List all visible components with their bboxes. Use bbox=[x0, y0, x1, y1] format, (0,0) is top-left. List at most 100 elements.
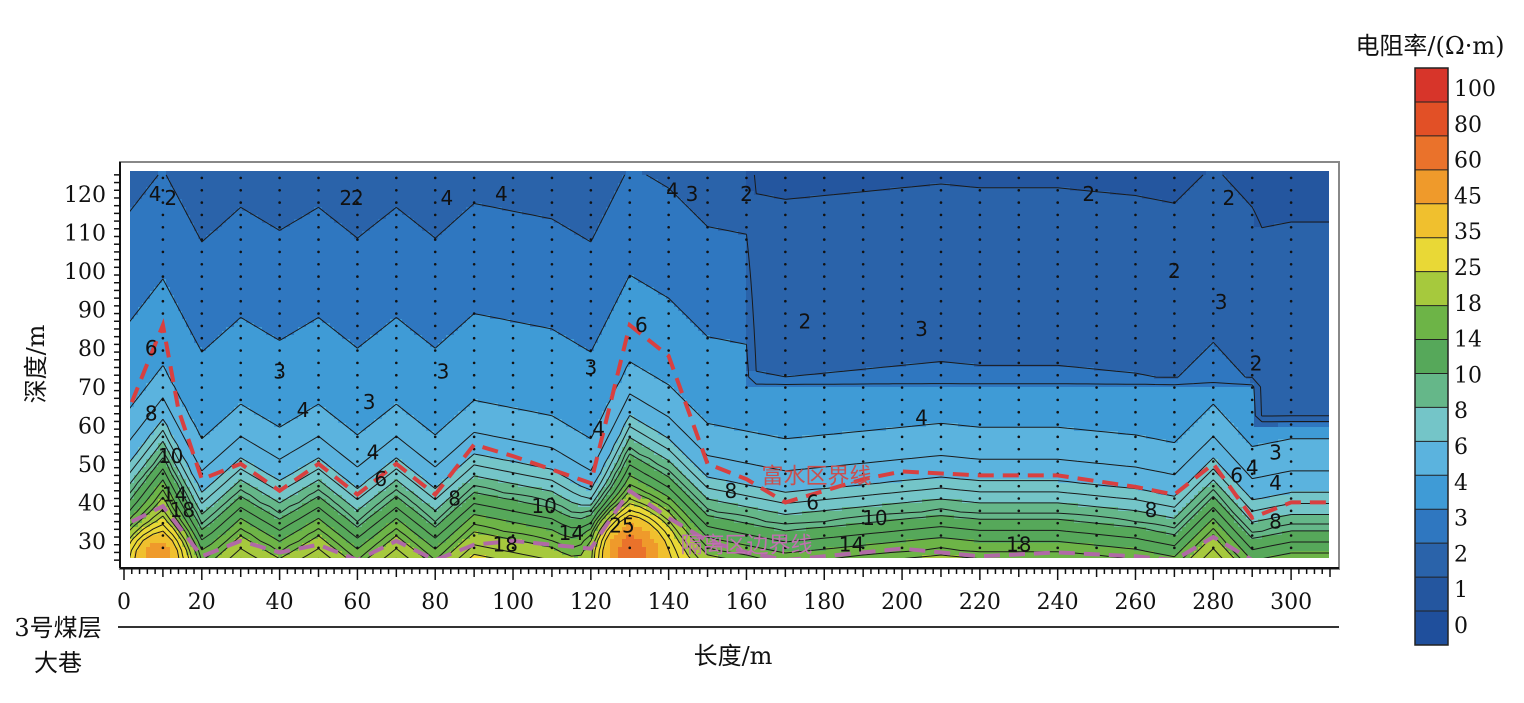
heat-cell bbox=[270, 487, 275, 492]
heat-cell bbox=[166, 331, 171, 336]
heat-cell bbox=[182, 379, 187, 384]
heat-cell bbox=[158, 475, 163, 480]
heat-cell bbox=[142, 543, 147, 548]
heat-cell bbox=[294, 287, 299, 292]
heat-cell bbox=[202, 511, 207, 516]
heat-cell bbox=[286, 203, 291, 208]
heat-cell bbox=[298, 355, 303, 360]
heat-cell bbox=[270, 415, 275, 420]
heat-cell bbox=[218, 211, 223, 216]
heat-cell bbox=[246, 451, 251, 456]
heat-cell bbox=[226, 311, 231, 316]
heat-cell bbox=[142, 359, 147, 364]
heat-cell bbox=[282, 183, 287, 188]
heat-cell bbox=[298, 311, 303, 316]
heat-cell bbox=[282, 459, 287, 464]
heat-cell bbox=[206, 279, 211, 284]
heat-cell bbox=[294, 307, 299, 312]
heat-cell bbox=[150, 331, 155, 336]
heat-cell bbox=[302, 459, 307, 464]
heat-cell bbox=[274, 407, 279, 412]
heat-cell bbox=[334, 323, 339, 328]
heat-cell bbox=[310, 343, 315, 348]
heat-cell bbox=[234, 243, 239, 248]
heat-cell bbox=[242, 351, 247, 356]
heat-cell bbox=[166, 491, 171, 496]
heat-cell bbox=[186, 267, 191, 272]
heat-cell bbox=[138, 299, 143, 304]
heat-cell bbox=[254, 515, 259, 520]
heat-cell bbox=[270, 263, 275, 268]
heat-cell bbox=[314, 443, 319, 448]
heat-cell bbox=[230, 295, 235, 300]
heat-cell bbox=[266, 203, 271, 208]
heat-cell bbox=[250, 307, 255, 312]
heat-cell bbox=[286, 311, 291, 316]
heat-cell bbox=[210, 479, 215, 484]
heat-cell bbox=[310, 275, 315, 280]
heat-cell bbox=[250, 291, 255, 296]
heat-cell bbox=[214, 323, 219, 328]
heat-cell bbox=[162, 339, 167, 344]
heat-cell bbox=[210, 223, 215, 228]
heat-cell bbox=[174, 183, 179, 188]
heat-cell bbox=[322, 347, 327, 352]
heat-cell bbox=[298, 287, 303, 292]
heat-cell bbox=[174, 359, 179, 364]
heat-cell bbox=[194, 327, 199, 332]
heat-cell bbox=[206, 227, 211, 232]
heat-cell bbox=[222, 243, 227, 248]
heat-cell bbox=[318, 387, 323, 392]
heat-cell bbox=[218, 247, 223, 252]
heat-cell bbox=[334, 239, 339, 244]
heat-cell bbox=[294, 195, 299, 200]
heat-cell bbox=[198, 291, 203, 296]
heat-cell bbox=[326, 407, 331, 412]
heat-cell bbox=[226, 415, 231, 420]
heat-cell bbox=[254, 187, 259, 192]
heat-cell bbox=[250, 231, 255, 236]
heat-cell bbox=[302, 387, 307, 392]
heat-cell bbox=[262, 275, 267, 280]
heat-cell bbox=[178, 247, 183, 252]
heat-cell bbox=[198, 195, 203, 200]
heat-cell bbox=[330, 363, 335, 368]
heat-cell bbox=[310, 283, 315, 288]
heat-cell bbox=[306, 239, 311, 244]
heat-cell bbox=[178, 251, 183, 256]
heat-cell bbox=[286, 427, 291, 432]
heat-cell bbox=[314, 371, 319, 376]
heat-cell bbox=[150, 379, 155, 384]
heat-cell bbox=[262, 551, 267, 556]
heat-cell bbox=[258, 355, 263, 360]
heat-cell bbox=[150, 251, 155, 256]
heat-cell bbox=[238, 171, 243, 176]
heat-cell bbox=[210, 451, 215, 456]
heat-cell bbox=[286, 455, 291, 460]
heat-cell bbox=[182, 387, 187, 392]
heat-cell bbox=[226, 499, 231, 504]
heat-cell bbox=[170, 455, 175, 460]
heat-cell bbox=[278, 395, 283, 400]
heat-cell bbox=[238, 499, 243, 504]
heat-cell bbox=[174, 319, 179, 324]
heat-cell bbox=[226, 243, 231, 248]
heat-cell bbox=[254, 439, 259, 444]
heat-cell bbox=[198, 491, 203, 496]
heat-cell bbox=[198, 431, 203, 436]
heat-cell bbox=[166, 263, 171, 268]
heat-cell bbox=[210, 367, 215, 372]
heat-cell bbox=[286, 499, 291, 504]
heat-cell bbox=[238, 195, 243, 200]
heat-cell bbox=[194, 515, 199, 520]
heat-cell bbox=[170, 443, 175, 448]
heat-cell bbox=[250, 451, 255, 456]
heat-cell bbox=[250, 203, 255, 208]
heat-cell bbox=[286, 439, 291, 444]
heat-cell bbox=[218, 299, 223, 304]
heat-cell bbox=[242, 515, 247, 520]
heat-cell bbox=[162, 543, 167, 548]
heat-cell bbox=[182, 235, 187, 240]
heat-cell bbox=[322, 447, 327, 452]
heat-cell bbox=[130, 347, 135, 352]
